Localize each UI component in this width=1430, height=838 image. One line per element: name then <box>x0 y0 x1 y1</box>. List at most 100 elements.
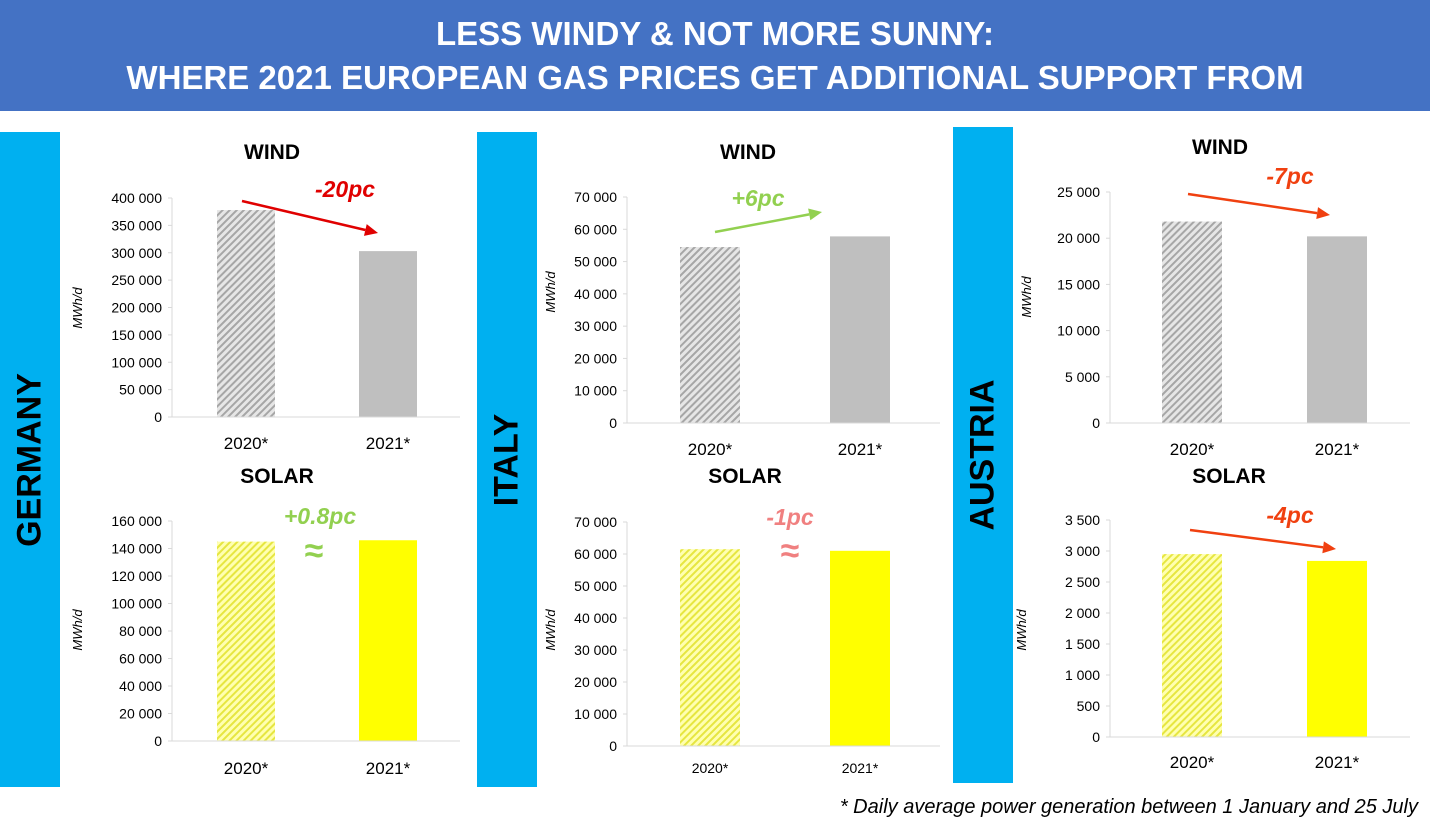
y-axis-label: MWh/d <box>70 287 85 329</box>
y-tick-label: 0 <box>154 733 162 749</box>
y-axis-label: MWh/d <box>543 271 558 313</box>
bar-2020 <box>680 247 740 423</box>
y-tick-label: 250 000 <box>111 272 162 288</box>
change-annotation: -1pc <box>766 504 814 530</box>
x-tick-label: 2020* <box>1170 440 1215 459</box>
change-annotation: +6pc <box>731 185 784 211</box>
y-tick-label: 3 000 <box>1065 543 1100 559</box>
bar-2021 <box>359 540 417 741</box>
trend-arrowhead <box>363 224 378 236</box>
y-axis-label: MWh/d <box>1014 609 1029 651</box>
y-tick-label: 0 <box>1092 415 1100 431</box>
y-tick-label: 500 <box>1077 698 1101 714</box>
change-annotation: -4pc <box>1266 502 1314 528</box>
y-tick-label: 20 000 <box>119 706 162 722</box>
approx-equal-icon: ≈ <box>781 532 800 570</box>
bar-2020 <box>217 210 275 417</box>
x-tick-label: 2020* <box>688 440 733 459</box>
y-tick-label: 50 000 <box>574 578 617 594</box>
y-tick-label: 40 000 <box>574 286 617 302</box>
bar-2020 <box>1162 221 1222 423</box>
y-tick-label: 350 000 <box>111 217 162 233</box>
x-tick-label: 2020* <box>224 434 269 453</box>
chart-title: SOLAR <box>1192 465 1266 488</box>
y-tick-label: 2 500 <box>1065 574 1100 590</box>
chart-austria-solar: SOLAR MWh/d 0 500 1 000 1 500 2 000 2 500 3 000 3… <box>1014 465 1410 772</box>
x-tick-label: 2021* <box>842 760 879 776</box>
header-title-line1: LESS WINDY & NOT MORE SUNNY: <box>436 15 994 52</box>
chart-title: WIND <box>720 141 776 164</box>
x-tick-label: 2020* <box>692 760 729 776</box>
bar-2021 <box>830 550 890 746</box>
y-tick-label: 5 000 <box>1065 369 1100 385</box>
chart-title: SOLAR <box>708 465 782 488</box>
y-tick-label: 2 000 <box>1065 605 1100 621</box>
change-annotation: +0.8pc <box>284 503 356 529</box>
y-axis-label: MWh/d <box>70 609 85 651</box>
y-tick-label: 30 000 <box>574 642 617 658</box>
country-band-austria: AUSTRIA <box>953 127 1013 783</box>
y-tick-label: 60 000 <box>574 221 617 237</box>
y-tick-label: 60 000 <box>574 546 617 562</box>
y-tick-label: 30 000 <box>574 318 617 334</box>
y-tick-label: 70 000 <box>574 189 617 205</box>
y-tick-label: 70 000 <box>574 514 617 530</box>
y-axis-label: MWh/d <box>543 609 558 651</box>
chart-austria-wind: WIND MWh/d 0 5 000 10 000 15 000 20 000 25 000 2… <box>1019 136 1410 459</box>
x-tick-label: 2021* <box>366 434 411 453</box>
y-tick-label: 200 000 <box>111 300 162 316</box>
y-tick-label: 40 000 <box>574 610 617 626</box>
page-header: LESS WINDY & NOT MORE SUNNY: WHERE 2021 … <box>0 0 1430 111</box>
y-tick-label: 80 000 <box>119 623 162 639</box>
y-tick-label: 20 000 <box>574 350 617 366</box>
y-tick-label: 3 500 <box>1065 512 1100 528</box>
country-band-italy: ITALY <box>477 132 537 787</box>
y-tick-label: 15 000 <box>1057 276 1100 292</box>
bar-2021 <box>1307 560 1367 737</box>
y-tick-label: 20 000 <box>574 674 617 690</box>
y-tick-label: 20 000 <box>1057 230 1100 246</box>
y-tick-label: 120 000 <box>111 568 162 584</box>
chart-title: WIND <box>244 141 300 164</box>
chart-italy-wind: WIND MWh/d 0 10 000 20 000 30 000 40 000 50 000… <box>543 141 940 459</box>
chart-germany-wind: WIND MWh/d 0 50 000 100 000 150 000 200 000 250… <box>70 141 460 453</box>
bar-2020 <box>680 549 740 746</box>
y-tick-label: 0 <box>154 409 162 425</box>
y-tick-label: 60 000 <box>119 651 162 667</box>
chart-title: WIND <box>1192 136 1248 159</box>
y-tick-label: 10 000 <box>574 383 617 399</box>
y-tick-label: 25 000 <box>1057 184 1100 200</box>
country-band-germany: GERMANY <box>0 132 60 787</box>
y-tick-label: 100 000 <box>111 354 162 370</box>
y-tick-label: 50 000 <box>119 382 162 398</box>
chart-germany-solar: SOLAR MWh/d 0 20 000 40 000 60 000 80 000 100 0… <box>70 465 460 778</box>
bar-2020 <box>1162 554 1222 737</box>
x-tick-label: 2020* <box>1170 753 1215 772</box>
y-tick-label: 300 000 <box>111 245 162 261</box>
y-axis-label: MWh/d <box>1019 276 1034 318</box>
trend-arrow <box>241 199 366 232</box>
x-tick-label: 2020* <box>224 759 269 778</box>
y-tick-label: 0 <box>1092 729 1100 745</box>
y-tick-label: 160 000 <box>111 513 162 529</box>
y-tick-label: 1 000 <box>1065 667 1100 683</box>
trend-arrow <box>1187 192 1318 215</box>
y-tick-label: 50 000 <box>574 254 617 270</box>
x-tick-label: 2021* <box>366 759 411 778</box>
bar-2021 <box>1307 236 1367 423</box>
trend-arrowhead <box>1316 207 1330 220</box>
trend-arrowhead <box>808 208 822 221</box>
x-tick-label: 2021* <box>1315 753 1360 772</box>
change-annotation: -20pc <box>315 176 375 202</box>
y-tick-label: 1 500 <box>1065 636 1100 652</box>
approx-equal-icon: ≈ <box>305 532 324 570</box>
chart-italy-solar: SOLAR MWh/d 0 10 000 20 000 30 000 40 000 50 00… <box>543 465 940 776</box>
y-tick-label: 140 000 <box>111 541 162 557</box>
y-tick-label: 10 000 <box>1057 323 1100 339</box>
change-annotation: -7pc <box>1266 163 1314 189</box>
chart-title: SOLAR <box>240 465 314 488</box>
footnote: * Daily average power generation between… <box>839 796 1418 818</box>
y-tick-label: 400 000 <box>111 190 162 206</box>
bar-2021 <box>830 236 890 423</box>
